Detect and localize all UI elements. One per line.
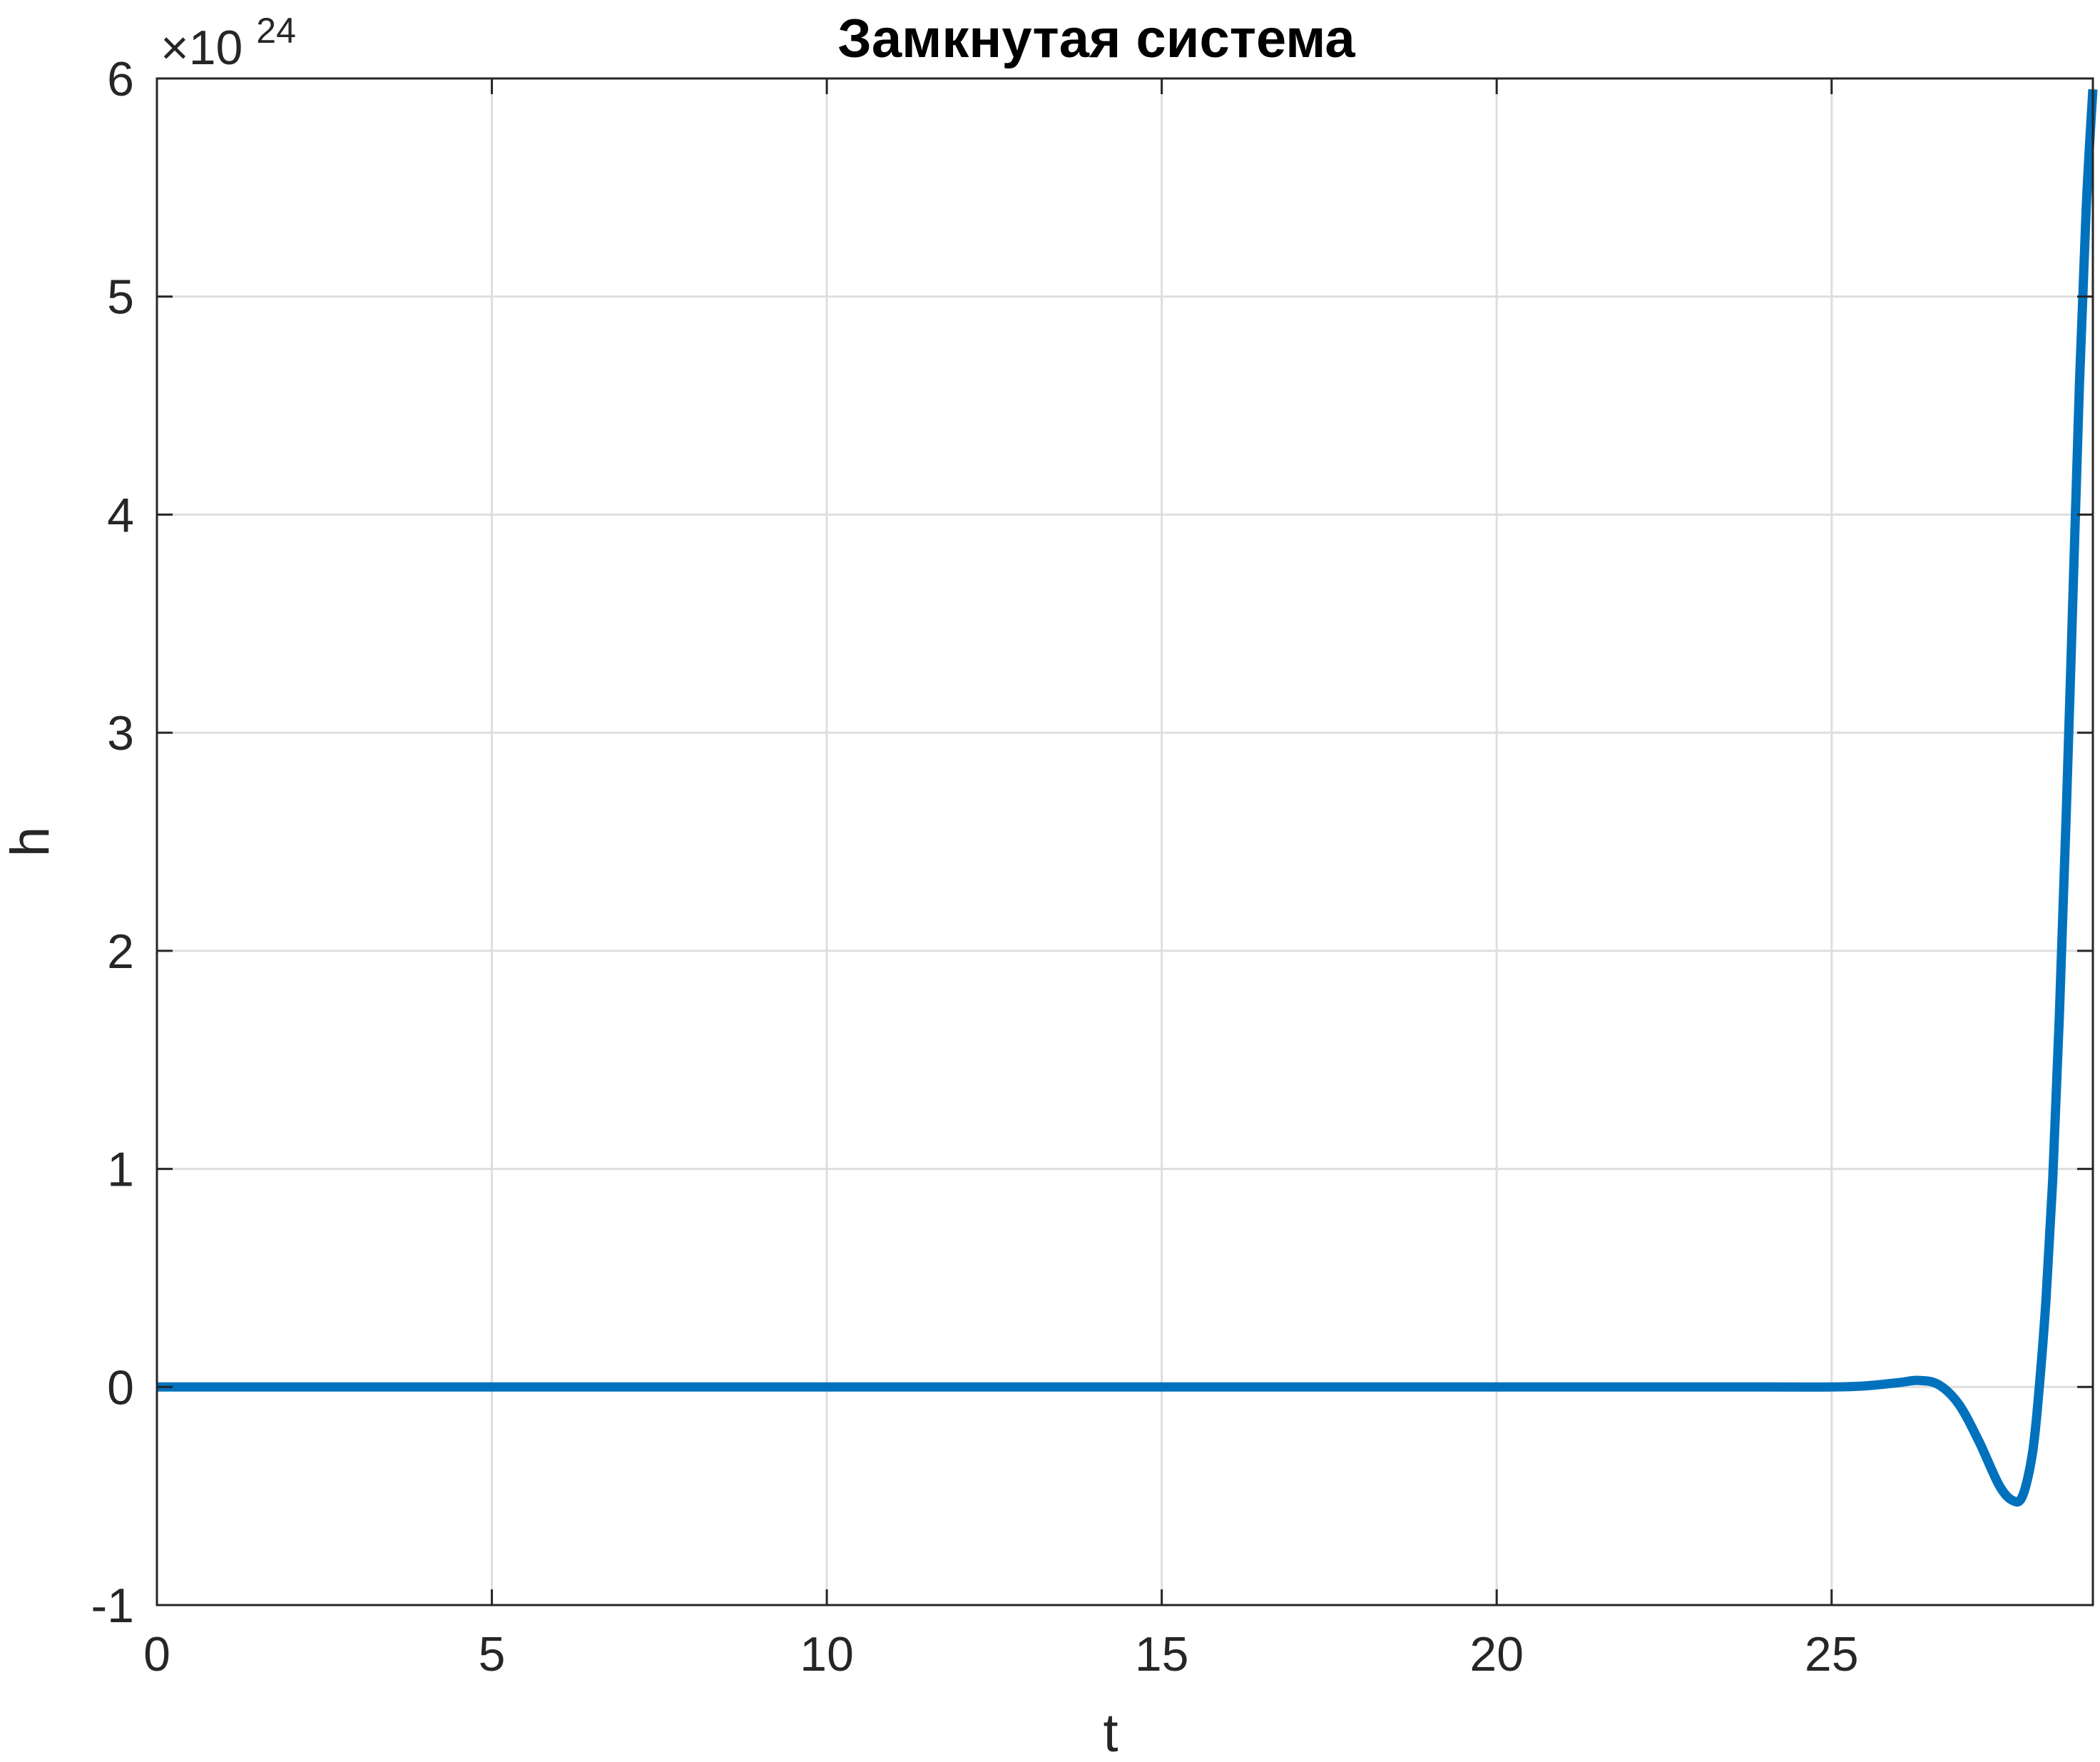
x-tick-label: 15 [1135, 1627, 1189, 1681]
x-tick-label: 25 [1805, 1627, 1859, 1681]
series-group [157, 88, 2098, 1507]
x-tick-label: 5 [479, 1627, 506, 1681]
y-tick-label: 5 [107, 270, 134, 325]
y-exponent-power: 24 [256, 11, 296, 51]
axes-box [156, 77, 2094, 1606]
y-tick-label: 3 [107, 706, 134, 760]
y-exponent-label: ×10 24 [160, 11, 296, 75]
y-tick-label: 6 [107, 52, 134, 106]
y-tick-label: 1 [107, 1143, 134, 1197]
x-axis-label: t [1103, 1703, 1118, 1762]
y-tick-labels: -1 0 1 2 3 4 5 6 [91, 52, 134, 1633]
x-tick-labels: 0 5 10 15 20 25 [143, 1627, 1858, 1681]
series-line-h [157, 88, 2098, 1507]
y-tick-label: 4 [107, 488, 134, 542]
y-tick-label: 0 [107, 1360, 134, 1415]
chart-title: Замкнутая система [837, 9, 1355, 69]
x-tick-label: 0 [143, 1627, 170, 1681]
tick-marks [156, 77, 2093, 1606]
y-tick-label: -1 [91, 1579, 134, 1633]
y-axis-label: h [0, 827, 61, 857]
y-tick-label: 2 [107, 925, 134, 979]
x-tick-label: 10 [800, 1627, 854, 1681]
x-tick-label: 20 [1469, 1627, 1524, 1681]
y-exponent-base: ×10 [160, 21, 243, 75]
